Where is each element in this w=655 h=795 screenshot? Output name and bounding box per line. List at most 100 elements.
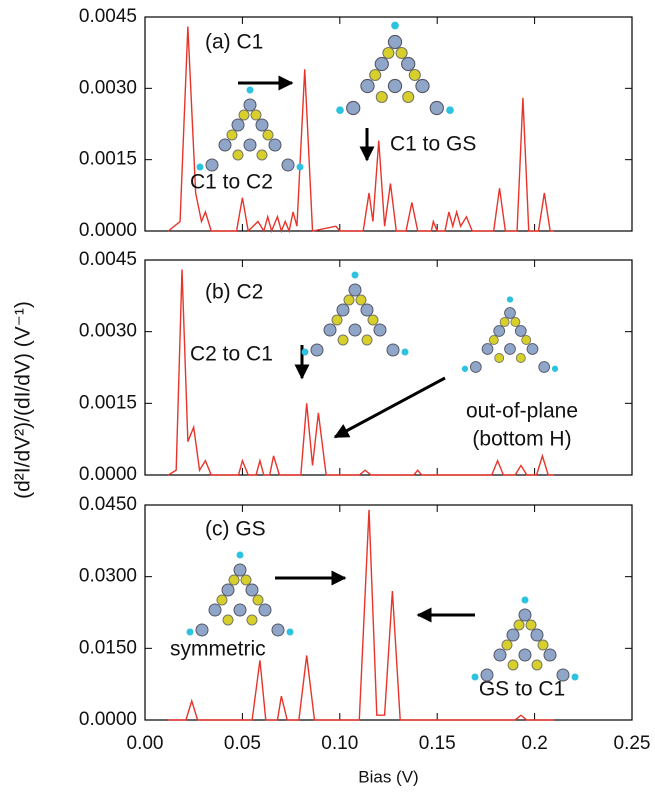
atom: [522, 336, 531, 345]
atom: [247, 87, 254, 94]
atom: [532, 660, 542, 670]
atom: [263, 130, 273, 140]
atom: [500, 318, 509, 327]
atom: [514, 620, 524, 630]
annotation: (a) C1: [205, 31, 263, 54]
atom: [516, 354, 525, 363]
y-tick-label: 0.0015: [79, 392, 137, 413]
atom: [233, 150, 243, 160]
atom: [508, 660, 518, 670]
x-tick-label: 0.10: [321, 733, 358, 754]
atom: [336, 106, 344, 114]
atom: [544, 649, 556, 661]
atom: [531, 629, 543, 641]
y-tick-label: 0.0300: [79, 566, 137, 587]
atom: [470, 362, 481, 373]
atom: [387, 344, 399, 356]
atom: [557, 669, 569, 681]
atom: [234, 604, 246, 616]
annotation: C1 to C2: [190, 171, 273, 194]
x-tick-label: 0.15: [419, 733, 456, 754]
atom: [209, 604, 221, 616]
y-axis-label: (d²I/dV²)/(dI/dV) (V⁻¹): [12, 301, 35, 499]
atom: [311, 344, 323, 356]
atom: [229, 575, 239, 585]
atom: [489, 336, 498, 345]
atom: [416, 79, 429, 92]
atom: [391, 22, 399, 30]
atom: [519, 609, 531, 621]
x-axis-label: Bias (V): [358, 767, 418, 786]
atom: [539, 362, 550, 373]
x-tick-label: 0.05: [224, 733, 261, 754]
atom: [368, 315, 378, 325]
annotation: out-of-plane: [466, 400, 578, 423]
annotation: GS to C1: [479, 678, 565, 701]
atom: [572, 674, 579, 681]
y-tick-label: 0.0000: [79, 220, 137, 241]
atom: [495, 354, 504, 363]
annotation: C2 to C1: [190, 343, 273, 366]
x-tick-label: 0.00: [127, 733, 164, 754]
atom: [494, 326, 505, 337]
atom: [257, 150, 267, 160]
atom: [388, 35, 401, 48]
y-tick-label: 0.0015: [79, 149, 137, 170]
atom: [241, 575, 251, 585]
atom: [223, 615, 233, 625]
spectrum-line: [168, 27, 554, 231]
atom: [239, 110, 249, 120]
atom: [507, 629, 519, 641]
atom: [538, 640, 548, 650]
atom: [222, 584, 234, 596]
y-tick-label: 0.0045: [79, 6, 137, 27]
atom: [282, 159, 294, 171]
atom: [482, 344, 493, 355]
y-tick-label: 0.0000: [79, 709, 137, 730]
atom: [332, 315, 342, 325]
atom: [505, 308, 516, 319]
atom: [430, 101, 443, 114]
atom: [522, 597, 529, 604]
atom: [515, 326, 526, 337]
atom: [402, 349, 409, 356]
atom: [505, 344, 516, 355]
atom: [376, 92, 387, 103]
atom: [227, 130, 237, 140]
atom: [527, 344, 538, 355]
atom: [338, 335, 348, 345]
atom: [237, 552, 244, 559]
molecule: [462, 296, 558, 372]
atom: [396, 48, 407, 59]
y-tick-label: 0.0030: [79, 321, 137, 342]
atom: [272, 624, 284, 636]
atom: [362, 335, 372, 345]
atom: [349, 284, 361, 296]
atom: [361, 304, 373, 316]
atom: [462, 366, 468, 372]
atom: [232, 119, 244, 131]
molecule: [197, 87, 304, 172]
atom: [374, 324, 386, 336]
atom: [206, 159, 218, 171]
atom: [259, 604, 271, 616]
atom: [519, 649, 531, 661]
atom: [494, 649, 506, 661]
atom: [375, 57, 388, 70]
molecule: [472, 597, 579, 682]
atom: [219, 139, 231, 151]
annotation: (b) C2: [205, 281, 263, 304]
x-tick-label: 0.25: [614, 733, 651, 754]
atom: [324, 324, 336, 336]
atom: [246, 584, 258, 596]
atom: [402, 57, 415, 70]
figure: 0.00000.00150.00300.0045(a) C1C1 to C2C1…: [0, 0, 655, 795]
y-tick-label: 0.0030: [79, 77, 137, 98]
molecule: [187, 552, 294, 637]
atom: [297, 164, 304, 171]
atom: [302, 349, 309, 356]
molecule: [302, 272, 409, 357]
atom: [253, 595, 263, 605]
atom: [197, 164, 204, 171]
arrow: [335, 378, 445, 437]
